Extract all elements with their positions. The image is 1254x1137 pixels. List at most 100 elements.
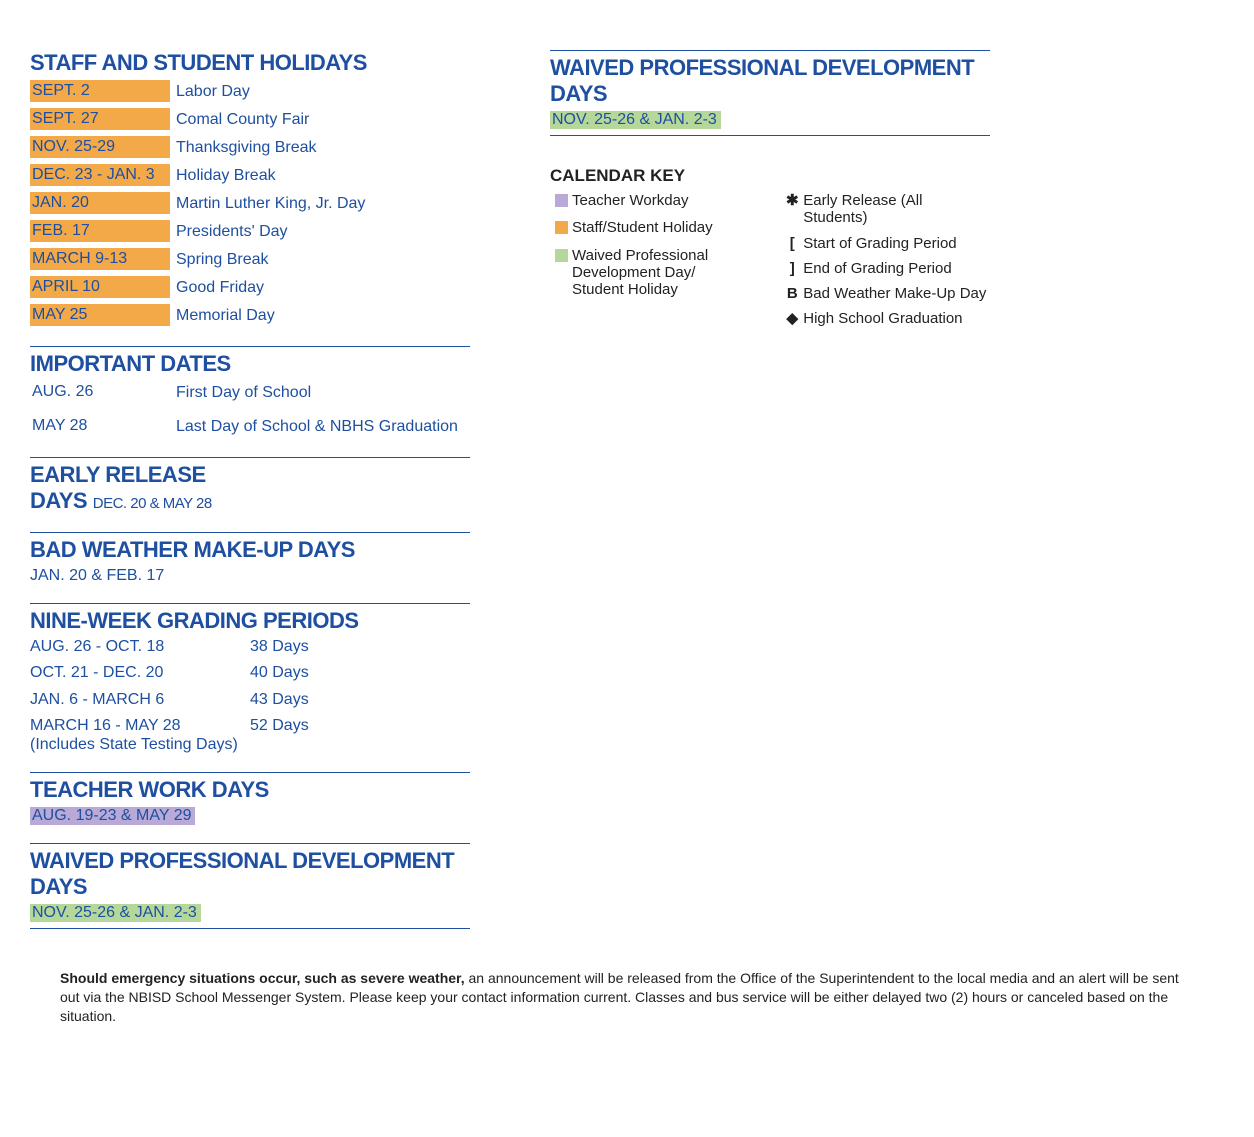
grading-range: OCT. 21 - DEC. 20 <box>30 664 250 682</box>
key-item: BBad Weather Make-Up Day <box>781 285 990 302</box>
left-trailing-rule <box>30 928 470 929</box>
holiday-row: JAN. 20Martin Luther King, Jr. Day <box>30 192 470 216</box>
key-column-symbols: ✱Early Release (All Students)[Start of G… <box>781 192 990 336</box>
holiday-date: MARCH 9-13 <box>30 248 170 270</box>
holiday-row: MAY 25Memorial Day <box>30 304 470 328</box>
grading-days: 40 Days <box>250 664 309 682</box>
holiday-date: SEPT. 2 <box>30 80 170 102</box>
holiday-row: SEPT. 27Comal County Fair <box>30 108 470 132</box>
important-row: AUG. 26First Day of School <box>30 381 470 405</box>
key-item: ✱Early Release (All Students) <box>781 192 990 227</box>
key-label: End of Grading Period <box>803 260 951 277</box>
bad-weather-dates: JAN. 20 & FEB. 17 <box>30 567 470 585</box>
key-swatch <box>550 219 572 238</box>
teacher-work-title: TEACHER WORK DAYS <box>30 772 470 803</box>
key-item: Staff/Student Holiday <box>550 219 741 238</box>
holiday-desc: Spring Break <box>170 248 269 272</box>
early-release-dates: DEC. 20 & MAY 28 <box>93 495 212 512</box>
holiday-desc: Holiday Break <box>170 164 276 188</box>
holiday-date: SEPT. 27 <box>30 108 170 130</box>
early-release-title-line2: DAYS <box>30 488 87 513</box>
important-date: AUG. 26 <box>30 381 170 403</box>
holiday-desc: Thanksgiving Break <box>170 136 317 160</box>
key-symbol-icon: ] <box>781 260 803 277</box>
waived-pd-left-dates-hl: NOV. 25-26 & JAN. 2-3 <box>30 904 201 922</box>
waived-pd-left-dates: NOV. 25-26 & JAN. 2-3 <box>30 904 470 922</box>
grading-days: 38 Days <box>250 638 309 656</box>
grading-row: JAN. 6 - MARCH 643 Days <box>30 691 470 709</box>
teacher-work-dates-hl: AUG. 19-23 & MAY 29 <box>30 807 195 825</box>
key-label: Teacher Workday <box>572 192 688 209</box>
important-date: MAY 28 <box>30 415 170 437</box>
holidays-list: SEPT. 2Labor DaySEPT. 27Comal County Fai… <box>30 80 470 328</box>
key-swatch <box>550 192 572 211</box>
key-label: Staff/Student Holiday <box>572 219 713 236</box>
key-item: [Start of Grading Period <box>781 235 990 252</box>
teacher-work-dates: AUG. 19-23 & MAY 29 <box>30 807 470 825</box>
holiday-date: DEC. 23 - JAN. 3 <box>30 164 170 186</box>
key-item: ]End of Grading Period <box>781 260 990 277</box>
early-release-title-line1: EARLY RELEASE <box>30 462 206 487</box>
early-release-title: EARLY RELEASE DAYS DEC. 20 & MAY 28 <box>30 457 470 514</box>
holiday-row: DEC. 23 - JAN. 3Holiday Break <box>30 164 470 188</box>
grading-range: AUG. 26 - OCT. 18 <box>30 638 250 656</box>
holiday-desc: Martin Luther King, Jr. Day <box>170 192 365 216</box>
important-row: MAY 28Last Day of School & NBHS Graduati… <box>30 415 470 439</box>
grading-days: 43 Days <box>250 691 309 709</box>
holiday-row: NOV. 25-29Thanksgiving Break <box>30 136 470 160</box>
key-swatch <box>550 247 572 266</box>
holiday-desc: Comal County Fair <box>170 108 309 132</box>
key-label: Start of Grading Period <box>803 235 956 252</box>
important-list: AUG. 26First Day of SchoolMAY 28Last Day… <box>30 381 470 439</box>
waived-pd-left-title: WAIVED PROFESSIONAL DEVELOPMENT DAYS <box>30 843 470 900</box>
important-desc: First Day of School <box>170 381 311 405</box>
grading-row: AUG. 26 - OCT. 1838 Days <box>30 638 470 656</box>
holiday-desc: Memorial Day <box>170 304 275 328</box>
main-columns: STAFF AND STUDENT HOLIDAYS SEPT. 2Labor … <box>30 50 1224 929</box>
key-symbol-icon: B <box>781 285 803 302</box>
waived-pd-right-dates-hl: NOV. 25-26 & JAN. 2-3 <box>550 111 721 129</box>
important-title: IMPORTANT DATES <box>30 346 470 377</box>
holiday-date: NOV. 25-29 <box>30 136 170 158</box>
key-item: Teacher Workday <box>550 192 741 211</box>
calendar-key: Teacher Workday Staff/Student Holiday Waiv… <box>550 192 990 336</box>
footnote-bold: Should emergency situations occur, such … <box>60 970 465 986</box>
holiday-date: APRIL 10 <box>30 276 170 298</box>
key-label: Waived Professional Development Day/ Stu… <box>572 247 741 299</box>
grading-list: AUG. 26 - OCT. 1838 DaysOCT. 21 - DEC. 2… <box>30 638 470 754</box>
holiday-date: FEB. 17 <box>30 220 170 242</box>
holidays-title: STAFF AND STUDENT HOLIDAYS <box>30 50 470 76</box>
right-column: WAIVED PROFESSIONAL DEVELOPMENT DAYS NOV… <box>550 50 990 336</box>
bad-weather-title: BAD WEATHER MAKE-UP DAYS <box>30 532 470 563</box>
holiday-date: JAN. 20 <box>30 192 170 214</box>
key-label: High School Graduation <box>803 310 962 327</box>
calendar-key-title: CALENDAR KEY <box>550 166 990 186</box>
waived-pd-right-title: WAIVED PROFESSIONAL DEVELOPMENT DAYS <box>550 50 990 107</box>
holiday-row: SEPT. 2Labor Day <box>30 80 470 104</box>
key-symbol-icon: ◆ <box>781 310 803 327</box>
important-desc: Last Day of School & NBHS Graduation <box>170 415 458 439</box>
right-trailing-rule <box>550 135 990 136</box>
grading-title: NINE-WEEK GRADING PERIODS <box>30 603 470 634</box>
holiday-row: MARCH 9-13Spring Break <box>30 248 470 272</box>
emergency-footnote: Should emergency situations occur, such … <box>30 969 1224 1026</box>
grading-range: MARCH 16 - MAY 28(Includes State Testing… <box>30 717 250 754</box>
holiday-date: MAY 25 <box>30 304 170 326</box>
key-column-swatches: Teacher Workday Staff/Student Holiday Waiv… <box>550 192 741 336</box>
holiday-row: APRIL 10Good Friday <box>30 276 470 300</box>
key-label: Bad Weather Make-Up Day <box>803 285 986 302</box>
grading-days: 52 Days <box>250 717 309 735</box>
grading-row: MARCH 16 - MAY 28(Includes State Testing… <box>30 717 470 754</box>
key-symbol-icon: [ <box>781 235 803 252</box>
key-label: Early Release (All Students) <box>803 192 990 227</box>
holiday-desc: Good Friday <box>170 276 264 300</box>
key-symbol-icon: ✱ <box>781 192 803 209</box>
holiday-desc: Presidents' Day <box>170 220 288 244</box>
key-item: ◆High School Graduation <box>781 310 990 327</box>
waived-pd-right-dates: NOV. 25-26 & JAN. 2-3 <box>550 111 990 129</box>
grading-range: JAN. 6 - MARCH 6 <box>30 691 250 709</box>
holiday-row: FEB. 17Presidents' Day <box>30 220 470 244</box>
grading-row: OCT. 21 - DEC. 2040 Days <box>30 664 470 682</box>
key-item: Waived Professional Development Day/ Stu… <box>550 247 741 299</box>
holiday-desc: Labor Day <box>170 80 250 104</box>
